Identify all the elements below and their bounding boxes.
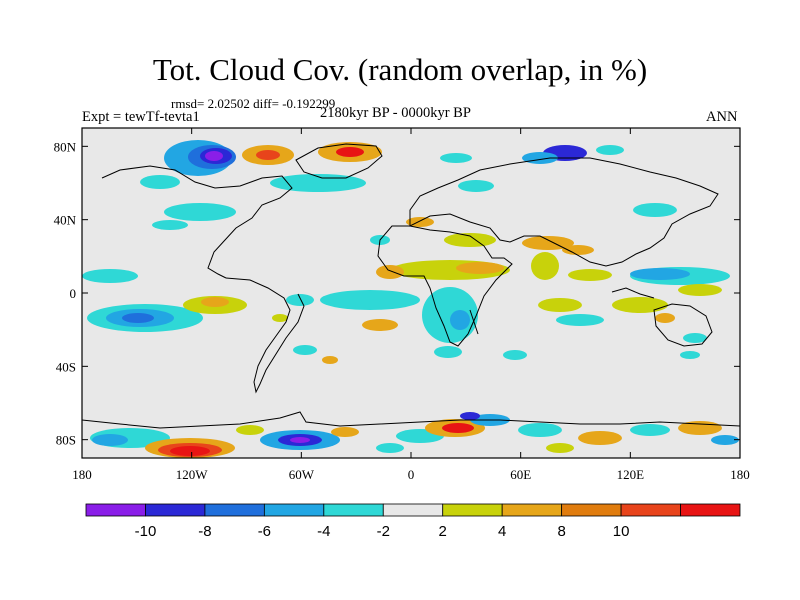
colorbar: -10 -8 -6 -4 -2 2 4 8 10: [85, 503, 741, 540]
colorbar-swatch: [561, 503, 622, 517]
colorbar-label: 8: [557, 523, 565, 540]
x-tick-label: 180: [72, 467, 92, 482]
x-tick-label: 120E: [617, 467, 645, 482]
colorbar-swatch: [501, 503, 563, 517]
y-tick-label: 40N: [54, 213, 77, 228]
colorbar-label: -8: [198, 523, 211, 540]
x-tick-label: 60E: [510, 467, 531, 482]
colorbar-swatch: [442, 503, 503, 517]
coastlines: [82, 143, 740, 429]
colorbar-label: 4: [498, 523, 506, 540]
x-tick-label: 120W: [176, 467, 209, 482]
colorbar-label: 2: [439, 523, 447, 540]
colorbar-swatch: [680, 503, 741, 517]
colorbar-label: -6: [258, 523, 271, 540]
colorbar-label: -4: [317, 523, 330, 540]
colorbar-swatch: [263, 503, 325, 517]
anomaly-field: [82, 140, 740, 458]
x-tick-label: 60W: [289, 467, 315, 482]
colorbar-label: -2: [377, 523, 390, 540]
y-tick-label: 0: [70, 286, 77, 301]
colorbar-swatch: [620, 503, 681, 517]
colorbar-swatch: [382, 503, 444, 517]
season-label: ANN: [706, 109, 738, 125]
map-background: [82, 128, 740, 458]
colorbar-label: -10: [135, 523, 157, 540]
map-title: Tot. Cloud Cov. (random overlap, in %): [152, 52, 648, 87]
colorbar-swatch: [145, 503, 206, 517]
period-label: 2180kyr BP - 0000kyr BP: [320, 105, 471, 121]
x-tick-label: 180: [730, 467, 750, 482]
y-tick-label: 40S: [56, 359, 76, 374]
experiment-label: Expt = tewTf-tevta1: [82, 109, 200, 125]
y-tick-label: 80N: [54, 139, 77, 154]
colorbar-label: 10: [613, 523, 630, 540]
y-tick-label: 80S: [56, 433, 76, 448]
colorbar-swatch: [85, 503, 146, 517]
axis-ticks: 180 120W 60W 0 60E 120E 180 80N 40N 0 40S 80S: [54, 128, 750, 482]
colorbar-swatch: [323, 503, 384, 517]
x-tick-label: 0: [408, 467, 415, 482]
colorbar-swatch: [204, 503, 265, 517]
stats-text: rmsd= 2.02502 diff= -0.192299: [171, 96, 336, 111]
